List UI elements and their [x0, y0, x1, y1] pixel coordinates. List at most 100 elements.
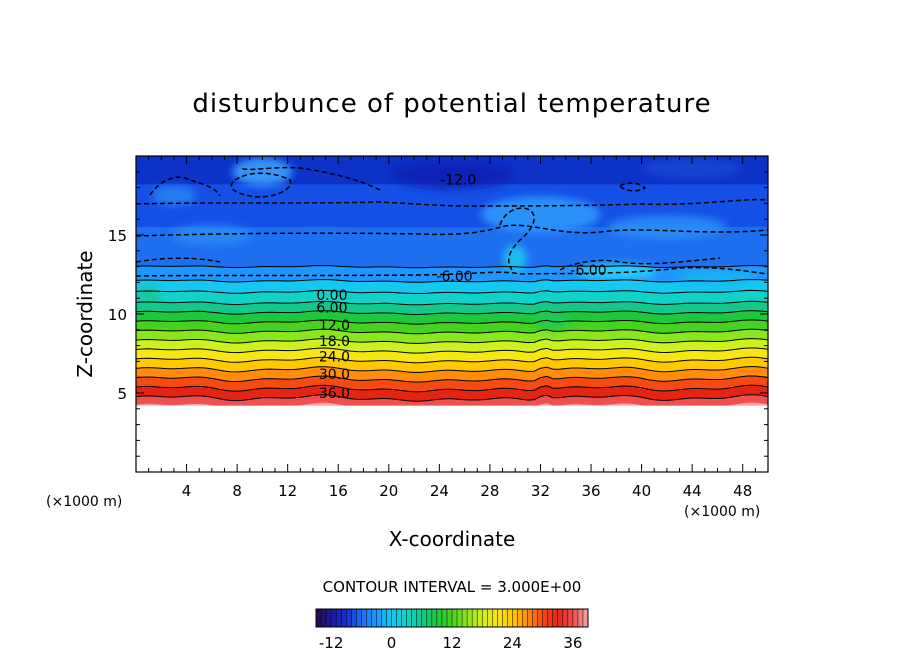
variation-3 [642, 158, 743, 179]
colorbar-cell [381, 609, 387, 627]
contour-24 [136, 356, 768, 364]
colorbar-cell [562, 609, 569, 627]
contour--3 [136, 265, 768, 269]
colorbar-cell [452, 609, 458, 627]
contour-label: 6.00 [316, 301, 347, 317]
colorbar-cell [487, 609, 493, 627]
contour-30 [136, 375, 768, 383]
colorbar-cell [411, 609, 418, 627]
contour-label: 0.00 [316, 288, 347, 304]
colorbar-cell [351, 609, 357, 627]
x-tick-label: 44 [683, 482, 702, 500]
colorbar-cell [517, 609, 523, 627]
variation-10 [136, 285, 161, 306]
colorbar-cell [401, 609, 407, 627]
dashed-contour-3 [149, 176, 221, 197]
contour-27 [136, 366, 768, 373]
x-tick-label: 8 [232, 482, 242, 500]
colorbar-cell [376, 609, 382, 627]
x-tick-label: 36 [581, 482, 600, 500]
colorbar-cell [441, 609, 448, 627]
colorbar-cell [522, 609, 528, 627]
contour-33 [136, 384, 768, 393]
colorbar-cell [341, 609, 347, 627]
x-tick-label: 16 [329, 482, 348, 500]
colorbar-cell [416, 609, 423, 627]
contour-3 [136, 289, 768, 294]
dashed-contour-8 [619, 182, 647, 192]
x-tick-label: 40 [632, 482, 651, 500]
dashed-contour-1 [136, 224, 768, 237]
colorbar-frame [315, 608, 589, 628]
colorbar-cell [472, 609, 478, 627]
colorbar-cell [426, 609, 433, 627]
dashed-contour-7 [559, 257, 721, 271]
colorbar-cell [331, 609, 337, 627]
colorbar-cell [547, 609, 554, 627]
colorbar-cell [527, 609, 533, 627]
colorbar-cell [537, 609, 543, 627]
variation-0 [232, 157, 293, 186]
colorbar-cell [507, 609, 513, 627]
contour-9 [136, 310, 768, 316]
contour-interval-label: CONTOUR INTERVAL = 3.000E+00 [323, 578, 582, 596]
colorbar-cell [502, 609, 508, 627]
variation-7 [503, 244, 528, 273]
colorbar-cell [532, 609, 538, 627]
colorbar-tick-label: -12 [319, 634, 344, 652]
contour-0 [136, 279, 768, 283]
contour-12 [136, 319, 768, 325]
colorbar-cell [542, 609, 549, 627]
variation-11 [535, 310, 572, 331]
y-tick-label: 10 [108, 306, 127, 324]
colorbar-cell [552, 609, 559, 627]
variation-5 [606, 215, 727, 240]
dashed-contour-2 [136, 198, 768, 207]
colorbar-cell [557, 609, 564, 627]
colorbar-cell [582, 609, 589, 627]
colorbar-cell [512, 609, 518, 627]
x-tick-label: 20 [379, 482, 398, 500]
colorbar-cell [497, 609, 503, 627]
colorbar-cell [421, 609, 428, 627]
colorbar-tick-label: 24 [503, 634, 522, 652]
colorbar-tick-label: 0 [387, 634, 397, 652]
plot-area [136, 156, 768, 472]
dashed-contour-9 [136, 257, 221, 263]
x-tick-label: 28 [480, 482, 499, 500]
contour-label: 24.0 [319, 350, 350, 366]
colorbar-cell [316, 609, 322, 627]
x-unit-label: (×1000 m) [684, 504, 760, 520]
contour-lines [136, 265, 768, 402]
x-tick-label: 48 [733, 482, 752, 500]
contour-15 [136, 328, 768, 335]
variation-1 [151, 185, 196, 206]
colorbar-cell [321, 609, 327, 627]
variation-2 [392, 160, 512, 189]
colorbar-cell [396, 609, 402, 627]
colorbar-cell [371, 609, 377, 627]
colorbar-cell [361, 609, 367, 627]
variation-6 [171, 225, 252, 245]
contour-6 [136, 300, 768, 306]
colorbar-cell [457, 609, 463, 627]
colorbar-cell [431, 609, 438, 627]
x-axis-label: X-coordinate [389, 527, 516, 551]
contour-18 [136, 338, 768, 344]
y-axis-ticks: 5 10 15 [108, 171, 768, 457]
contour-label: -12.0 [440, 173, 476, 189]
colorbar-cell [326, 609, 332, 627]
colorbar-cell [336, 609, 342, 627]
x-tick-label: 24 [430, 482, 449, 500]
y-tick-label: 15 [108, 227, 127, 245]
contour-label: 18.0 [319, 334, 350, 350]
x-tick-label: 32 [531, 482, 550, 500]
colorbar-cell [467, 609, 473, 627]
contour-labels: 36.0 30.024.018.012.06.000.00 -6.00 -6.00 -1… [316, 173, 606, 402]
colorbar-cell [391, 609, 397, 627]
colorbar-cell [356, 609, 362, 627]
dashed-contour-6 [499, 207, 535, 271]
colorbar-cell [346, 609, 352, 627]
colorbar-cell [366, 609, 372, 627]
